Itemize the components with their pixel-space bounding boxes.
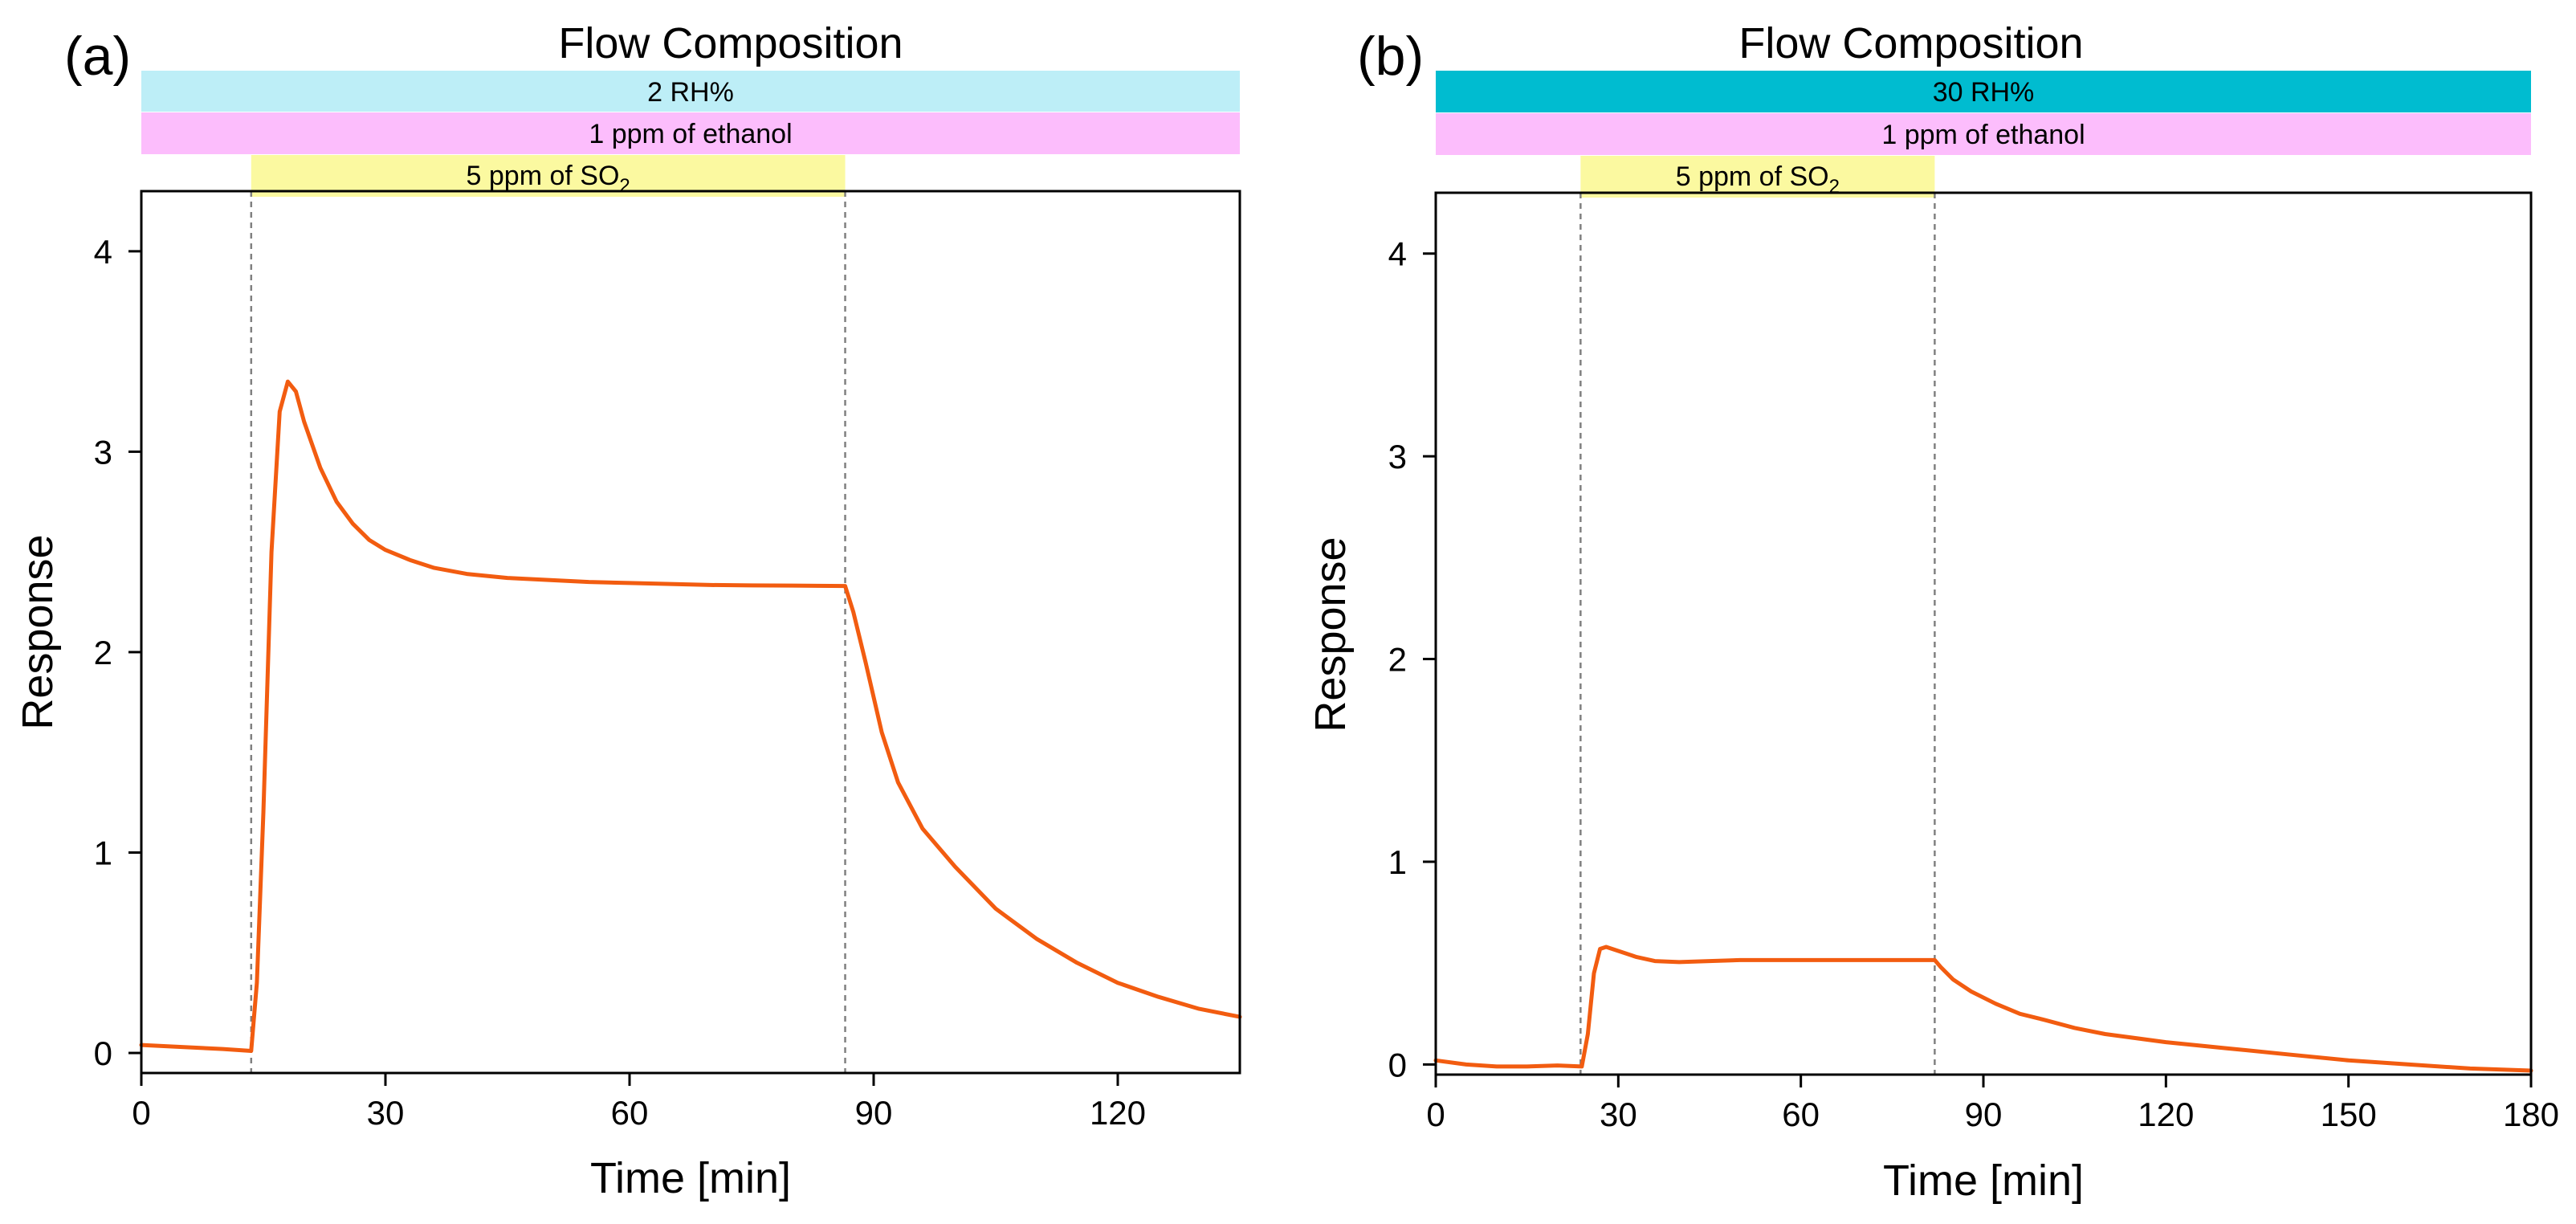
panel-b: (b) Flow Composition 30 RH% 1 ppm of eth… <box>1306 19 2559 1205</box>
panel-b-y-tick-label: 3 <box>1388 438 1407 475</box>
panel-b-x-tick-label: 180 <box>2503 1095 2559 1133</box>
panel-b-x-ticks: 0 30 60 90 120 150 180 <box>1426 1075 2559 1133</box>
panel-b-x-tick-label: 60 <box>1782 1095 1820 1133</box>
panel-b-x-tick-label: 30 <box>1600 1095 1637 1133</box>
panel-b-y-tick-label: 0 <box>1388 1046 1407 1083</box>
panel-a-flow-title: Flow Composition <box>558 19 903 67</box>
panel-b-x-tick-label: 0 <box>1426 1095 1445 1133</box>
panel-a-y-tick-label: 1 <box>94 834 112 872</box>
so2-formula-main: 5 ppm of SO <box>467 161 620 191</box>
panel-a-band-rh-label: 2 RH% <box>647 77 734 108</box>
panel-a-x-tick-label: 60 <box>611 1094 649 1132</box>
panel-b-y-tick-label: 1 <box>1388 843 1407 881</box>
panel-a-band-ethanol <box>141 112 1240 154</box>
panel-a-guide-lines <box>250 191 846 1073</box>
panel-a-response-line <box>139 379 1242 1053</box>
panel-a-x-tick-label: 0 <box>132 1094 150 1132</box>
panel-a: (a) Flow Composition 2 RH% 1 ppm of etha… <box>14 19 1242 1202</box>
panel-a-y-tick-label: 4 <box>94 233 112 271</box>
panel-a-x-axis-title: Time [min] <box>590 1154 791 1202</box>
panel-b-band-rh-label: 30 RH% <box>1933 77 2035 108</box>
panel-b-band-so2 <box>1580 156 1935 198</box>
panel-b-band-rh <box>1436 71 2531 112</box>
panel-b-x-tick-label: 150 <box>2321 1095 2377 1133</box>
so2-formula-subscript: 2 <box>619 175 630 197</box>
panel-a-x-tick-label: 30 <box>367 1094 405 1132</box>
panel-a-band-ethanol-label: 1 ppm of ethanol <box>589 119 792 149</box>
panel-a-label: (a) <box>64 26 131 87</box>
panel-a-band-rh <box>141 71 1240 112</box>
panel-b-guide-lines <box>1579 193 1936 1075</box>
panel-b-y-tick-label: 2 <box>1388 641 1407 679</box>
panel-a-x-ticks: 0 30 60 90 120 <box>132 1073 1146 1132</box>
panel-b-y-axis-title: Response <box>1306 537 1355 732</box>
panel-b-band-ethanol <box>1436 113 2531 155</box>
panel-a-y-tick-label: 0 <box>94 1034 112 1072</box>
panel-a-y-ticks: 0 1 2 3 4 <box>94 233 141 1072</box>
panel-a-y-axis-title: Response <box>14 534 62 729</box>
panel-b-x-tick-label: 120 <box>2138 1095 2194 1133</box>
panel-a-plot-frame <box>140 190 1241 1075</box>
panel-b-y-tick-label: 4 <box>1388 235 1407 273</box>
so2-formula-main: 5 ppm of SO <box>1676 161 1829 192</box>
so2-formula-subscript: 2 <box>1829 176 1840 198</box>
panel-b-plot-frame <box>1434 191 2533 1076</box>
panel-b-response-line <box>1433 945 2533 1073</box>
panel-b-label: (b) <box>1357 26 1424 87</box>
panel-b-band-ethanol-label: 1 ppm of ethanol <box>1881 120 2085 150</box>
panel-b-y-ticks: 0 1 2 3 4 <box>1388 235 1436 1083</box>
panel-b-x-tick-label: 90 <box>1965 1095 2003 1133</box>
panel-b-x-axis-title: Time [min] <box>1883 1157 2084 1205</box>
panel-a-band-so2 <box>251 155 846 197</box>
panel-a-x-tick-label: 120 <box>1090 1094 1146 1132</box>
panel-b-flow-title: Flow Composition <box>1738 19 2083 67</box>
panel-a-y-tick-label: 3 <box>94 433 112 471</box>
panel-a-x-tick-label: 90 <box>855 1094 893 1132</box>
panel-a-y-tick-label: 2 <box>94 634 112 671</box>
